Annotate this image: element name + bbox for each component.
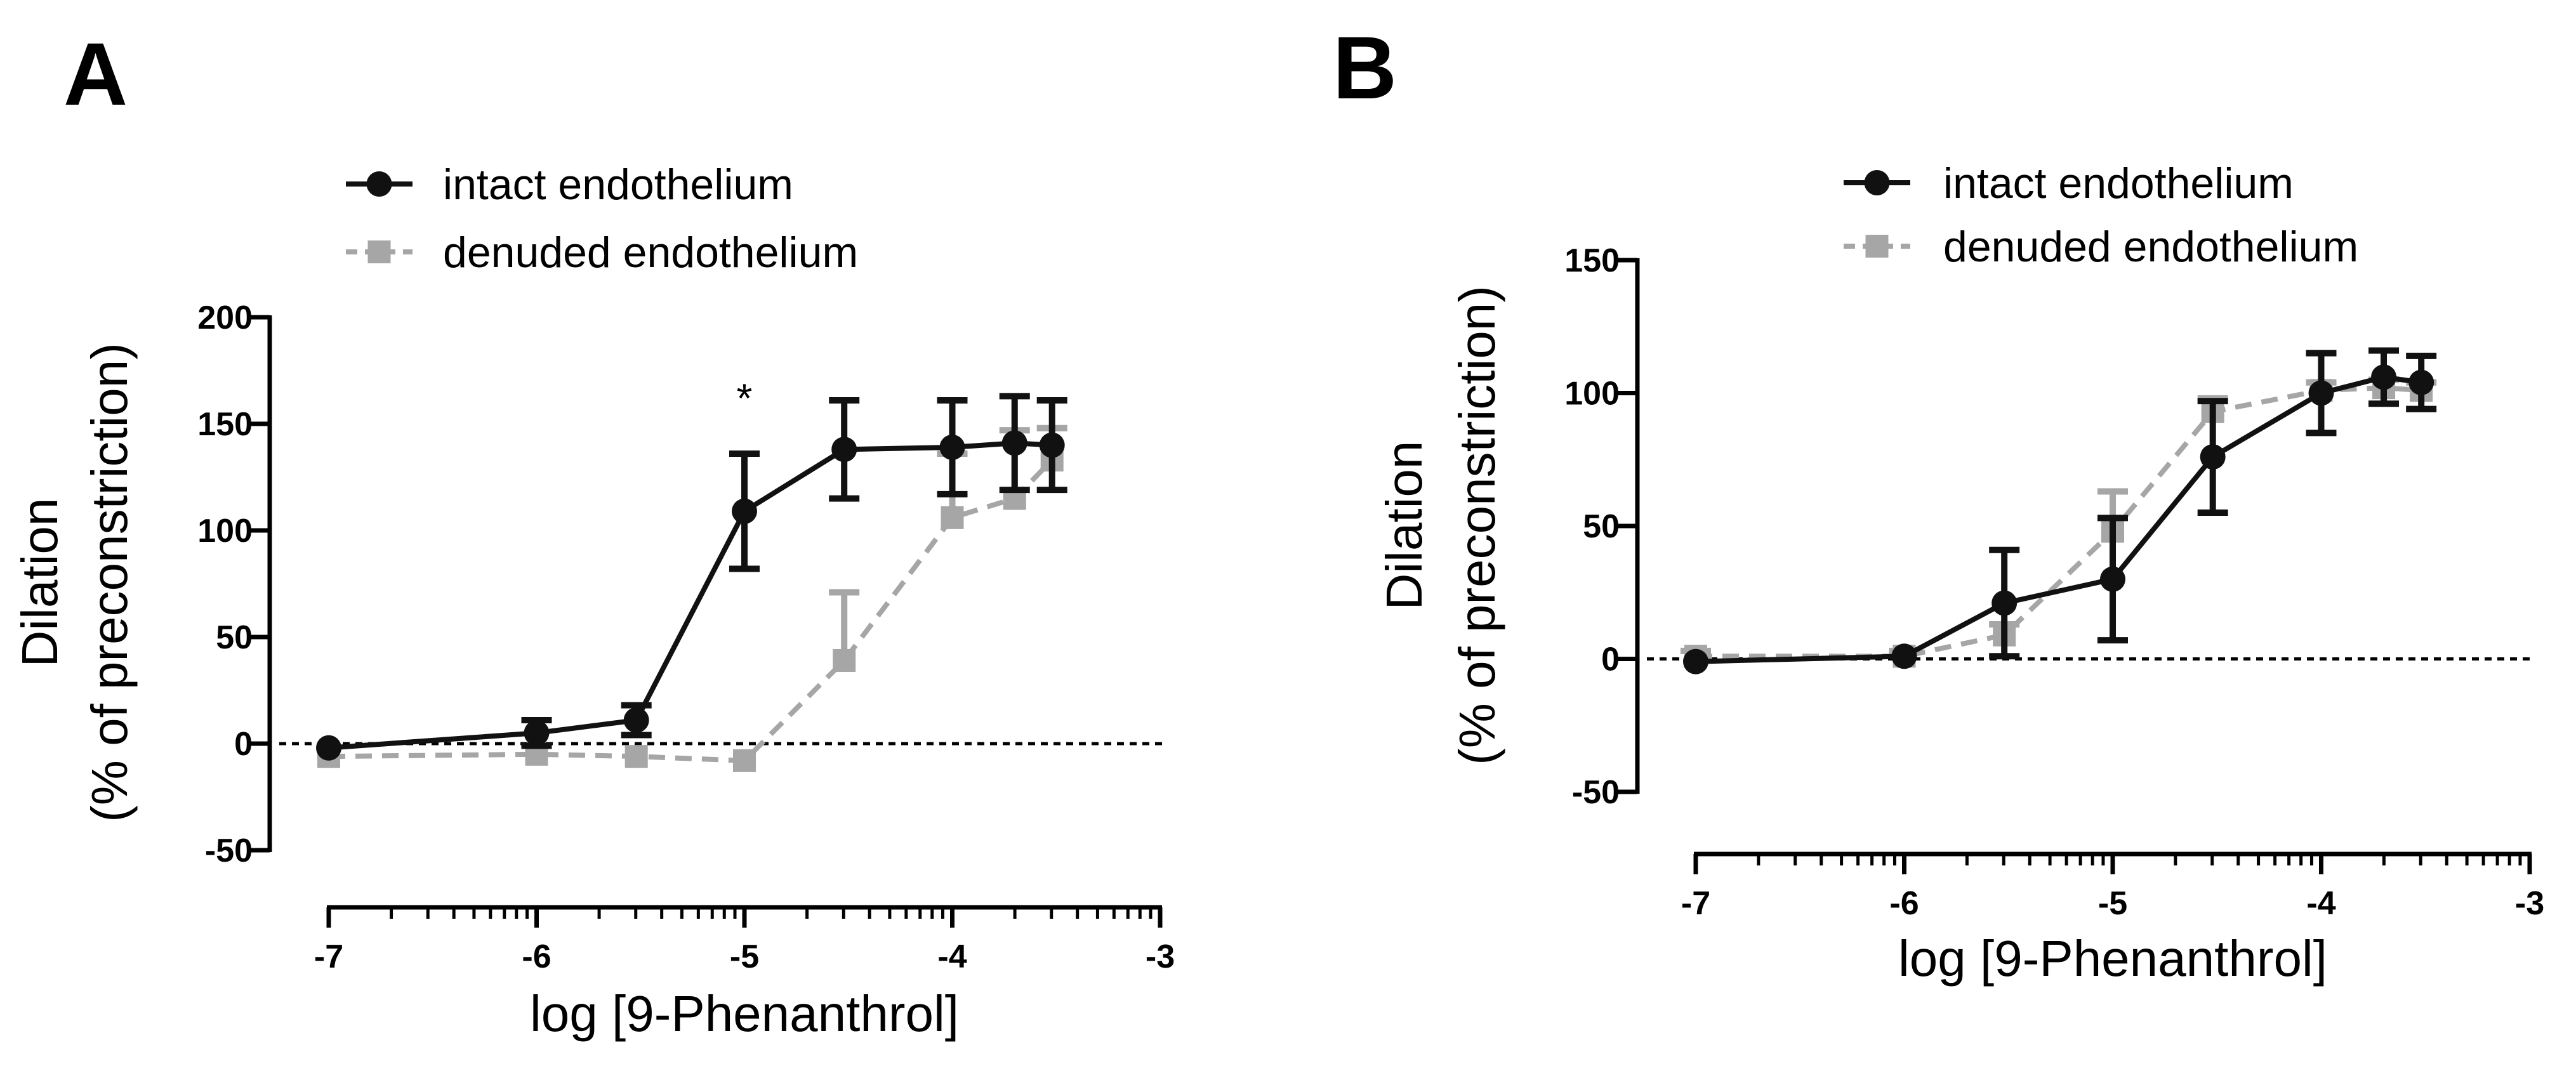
y-axis-subtitle: (% of preconstriction) <box>81 343 138 822</box>
x-tick-label: -7 <box>314 938 343 975</box>
data-point <box>524 720 550 746</box>
y-tick-label: 150 <box>197 406 253 443</box>
y-axis-title: Dilation <box>11 498 68 667</box>
legend-label: denuded endothelium <box>1943 223 2358 271</box>
significance-star: * <box>737 376 753 421</box>
legend: intact endothelium denuded endothelium <box>1844 159 2358 271</box>
data-point <box>2308 380 2334 406</box>
data-point <box>624 745 648 768</box>
y-axis-subtitle: (% of preconstriction) <box>1449 286 1505 765</box>
legend: intact endothelium denuded endothelium <box>346 161 858 277</box>
x-tick-label: -3 <box>2515 885 2544 922</box>
x-tick-label: -6 <box>1889 885 1919 922</box>
legend-marker <box>1865 235 1889 258</box>
y-tick-label: -50 <box>205 832 253 869</box>
data-point <box>1683 648 1708 674</box>
data-point <box>1039 432 1065 458</box>
data-point <box>939 434 965 460</box>
y-tick-label: -50 <box>1572 774 1620 811</box>
y-tick-label: 200 <box>197 299 253 336</box>
panel-letter: A <box>63 24 128 124</box>
x-tick-label: -4 <box>2306 885 2335 922</box>
legend-marker <box>366 171 392 197</box>
series-line <box>1695 374 2422 664</box>
x-axis-title: log [9-Phenanthrol] <box>1898 930 2327 987</box>
x-tick-label: -5 <box>730 938 759 975</box>
series-intact-endothelium <box>316 393 1067 761</box>
panel-a: A -50 0 50 100 150 200 -7 -6 -5 -4 -3 log [9-Phenant… <box>11 24 1175 1042</box>
data-point <box>833 648 856 672</box>
data-point <box>941 506 964 529</box>
legend-label: intact endothelium <box>443 161 793 209</box>
panel-b: B -50 0 50 100 150 -7 -6 -5 -4 -3 log [9-Phenanthro… <box>1333 18 2544 987</box>
x-tick-label: -6 <box>522 938 551 975</box>
series-line <box>328 458 1054 763</box>
y-tick-label: 50 <box>1583 508 1620 545</box>
data-point <box>2200 444 2226 470</box>
series-line <box>328 440 1052 751</box>
legend-label: denuded endothelium <box>443 228 858 277</box>
x-tick-label: -7 <box>1681 885 1710 922</box>
y-axis-title: Dilation <box>1376 441 1432 610</box>
x-tick-label: -3 <box>1146 938 1175 975</box>
x-axis-title: log [9-Phenanthrol] <box>530 985 959 1042</box>
legend-marker <box>1864 170 1890 195</box>
series-intact-endothelium <box>1683 347 2437 674</box>
x-tick-label: -5 <box>2098 885 2127 922</box>
data-point <box>1991 590 2018 616</box>
data-point <box>623 707 649 733</box>
legend-label: intact endothelium <box>1943 159 2294 207</box>
data-point <box>316 735 341 761</box>
data-point <box>733 749 756 772</box>
y-tick-label: 0 <box>234 726 253 763</box>
y-tick-label: 50 <box>216 619 253 656</box>
data-point <box>1001 430 1027 456</box>
panel-letter: B <box>1333 18 1397 117</box>
y-tick-label: 100 <box>197 513 253 549</box>
data-point <box>2100 566 2125 592</box>
y-tick-label: 0 <box>1601 641 1620 678</box>
series-line <box>1696 385 2422 659</box>
x-tick-label: -4 <box>937 938 967 975</box>
data-point <box>1891 643 1917 669</box>
y-tick-label: 100 <box>1564 376 1620 412</box>
legend-marker <box>367 240 391 263</box>
y-tick-label: 150 <box>1564 242 1620 279</box>
data-point <box>2371 364 2397 390</box>
data-point <box>831 437 857 463</box>
data-point <box>732 498 757 524</box>
data-point <box>2408 369 2434 395</box>
